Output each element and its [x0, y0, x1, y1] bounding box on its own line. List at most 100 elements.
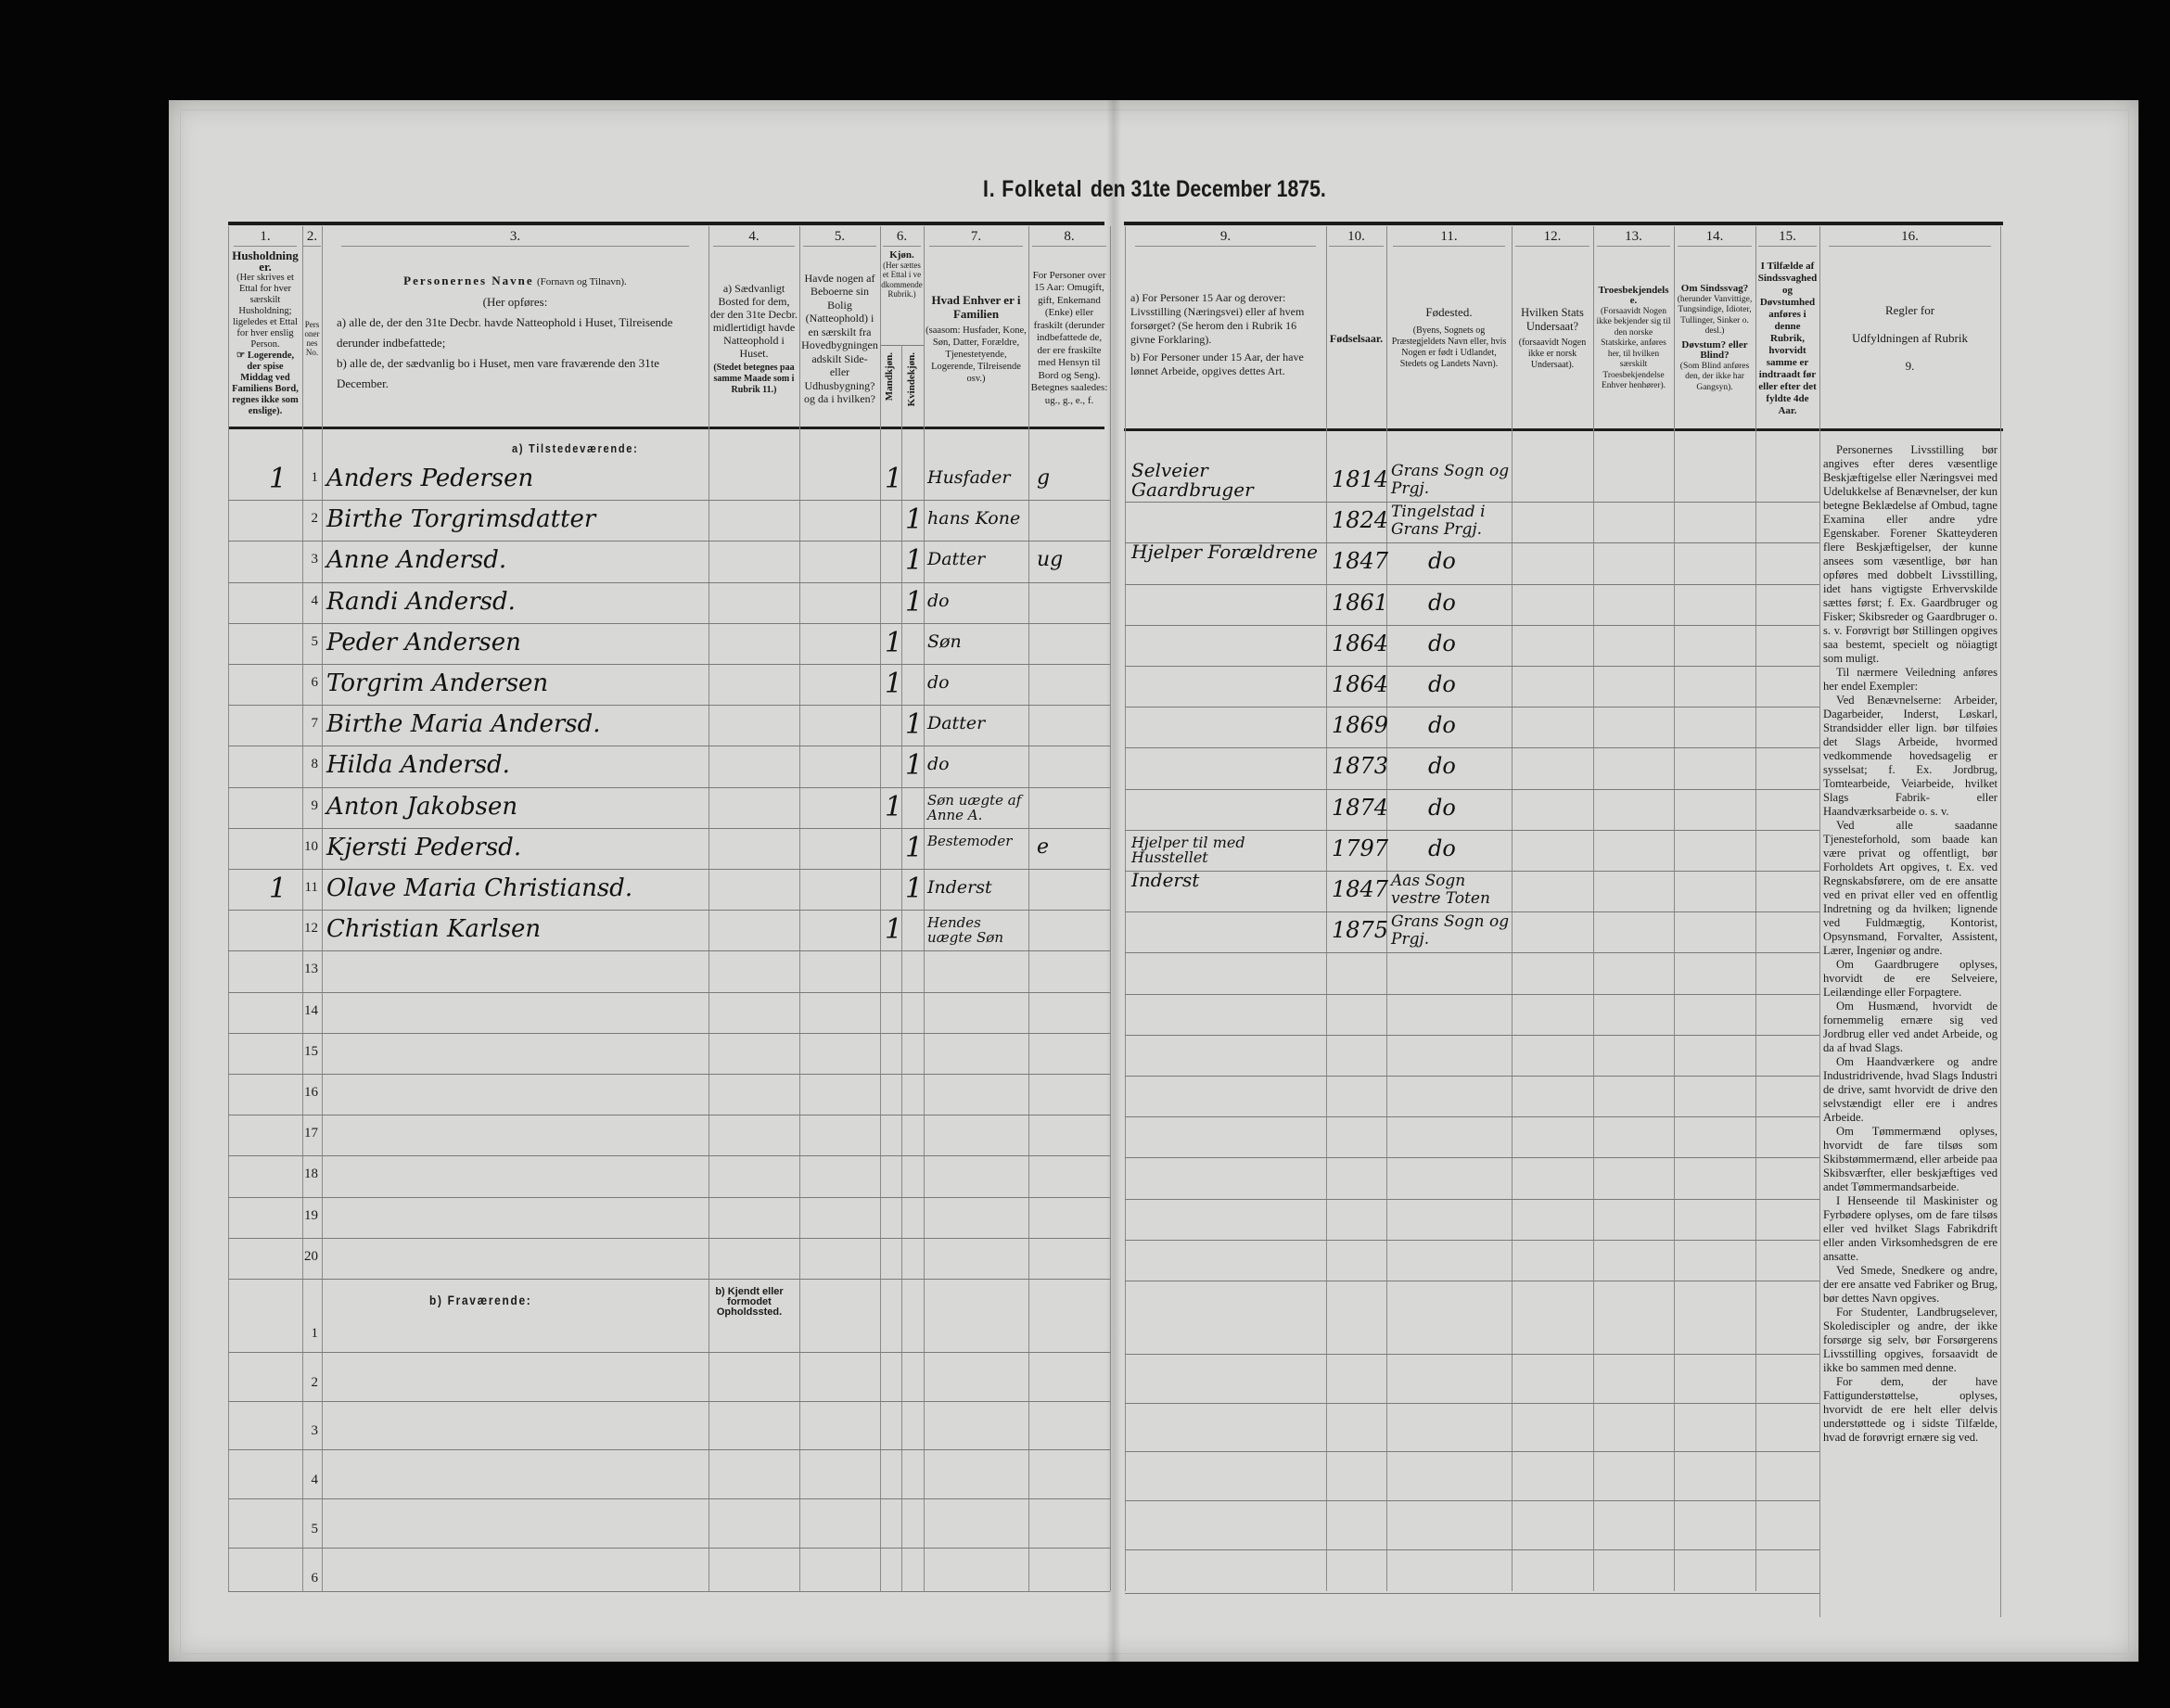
birthplace: do: [1428, 794, 1456, 821]
col2-text: Personernes No.: [304, 320, 320, 357]
present-section-label: a) Tilstedeværende:: [512, 441, 639, 455]
person-name: Christian Karlsen: [326, 915, 542, 944]
row-line: [1125, 952, 1819, 954]
row-line: [228, 705, 1110, 707]
family-role: do: [927, 672, 950, 693]
absent-person-number: 2: [311, 1374, 319, 1390]
header-col1: 1. Husholdninger. (Her skrives et Ettal …: [228, 226, 302, 427]
person-number: 16: [304, 1085, 318, 1100]
col-number: 12.: [1515, 226, 1589, 247]
row-line: [1125, 1116, 1819, 1118]
col9-item-a: a) For Personer 15 Aar og derover: Livss…: [1130, 291, 1305, 346]
row-line: [1125, 502, 1819, 503]
col14-title2: Døvstum? eller Blind?: [1681, 338, 1748, 361]
row-line: [228, 1074, 1110, 1075]
column-line: [880, 226, 881, 1591]
row-line: [228, 1449, 1110, 1451]
row-line: [228, 1591, 1110, 1592]
col8-text: For Personer over 15 Aar: Omugift, gift,…: [1030, 269, 1108, 406]
family-role: Inderst: [927, 877, 992, 898]
birthplace: do: [1428, 712, 1456, 739]
person-number: 18: [304, 1166, 318, 1182]
marital-status: ug: [1037, 548, 1064, 572]
col3-item-a: a) alle de, der den 31te Decbr. havde Na…: [337, 315, 673, 350]
male-mark: 1: [885, 790, 903, 823]
family-role: Søn: [927, 631, 962, 652]
column-line: [322, 226, 323, 1591]
row-line: [1125, 993, 1819, 995]
person-number: 11: [304, 880, 318, 895]
row-line: [228, 1032, 1110, 1034]
col1-title: Husholdninger.: [232, 249, 299, 274]
header-col7: 7. Hvad Enhver er i Familien (saasom: Hu…: [924, 226, 1028, 427]
col-number: 8.: [1032, 226, 1106, 247]
person-name: Hilda Andersd.: [326, 751, 510, 780]
rules-column: Personernes Livsstilling bør angives eft…: [1823, 443, 1998, 1445]
header-bottom-left: [228, 427, 1104, 429]
marital-status: e: [1037, 835, 1050, 859]
row-line: [1125, 666, 1819, 667]
birthplace: do: [1428, 589, 1456, 616]
birth-year: 1824: [1332, 507, 1389, 534]
row-line: [228, 827, 1110, 829]
household-mark: 1: [269, 873, 287, 905]
column-line: [1386, 226, 1387, 1591]
column-line: [1125, 226, 1126, 1591]
person-name: Birthe Torgrimsdatter: [326, 505, 596, 534]
col7-text: (saasom: Husfader, Kone, Søn, Datter, Fo…: [925, 325, 1027, 384]
row-line: [1125, 747, 1819, 749]
header-col9: 9. a) For Personer 15 Aar og derover: Li…: [1125, 226, 1326, 427]
birthplace: Aas Sogn vestre Toten: [1391, 872, 1490, 908]
occupation: Hjelper til med Husstellet: [1131, 833, 1245, 866]
header-col15: 15. I Tilfælde af Sindssvaghed og Døvstu…: [1755, 226, 1819, 427]
person-number: 12: [304, 921, 318, 937]
family-role: hans Kone: [927, 508, 1021, 529]
row-line: [228, 1279, 1110, 1280]
row-line: [1125, 829, 1819, 831]
female-mark: 1: [905, 585, 924, 618]
person-number: 4: [311, 593, 319, 608]
row-line: [1125, 1076, 1819, 1077]
row-line: [1125, 1198, 1819, 1200]
person-number: 6: [311, 675, 319, 690]
person-name: Peder Andersen: [326, 628, 521, 656]
female-mark: 1: [905, 708, 924, 742]
row-line: [1125, 788, 1819, 790]
family-role: Datter: [927, 549, 986, 570]
person-name: Randi Andersd.: [326, 587, 516, 616]
rule-paragraph: Ved Benævnelserne: Arbeider, Dagarbeider…: [1823, 694, 1998, 818]
person-name: Anders Pedersen: [326, 465, 534, 492]
rule-paragraph: Om Husmænd, hvorvidt de fornemmelig ernæ…: [1823, 1000, 1998, 1054]
header-col13: 13. Troesbekjendelse. (Forsaavidt Nogen …: [1593, 226, 1674, 427]
household-mark: 1: [269, 463, 287, 495]
family-role: do: [927, 590, 950, 611]
rule-paragraph: I Henseende til Maskinister og Fyrbødere…: [1823, 1194, 1998, 1263]
absent-section-label: b) Fraværende:: [429, 1293, 532, 1307]
occupation: Inderst: [1131, 869, 1200, 891]
header-rule-left: [228, 222, 1104, 225]
column-line: [1755, 226, 1756, 1591]
row-line: [228, 1548, 1110, 1549]
header-col2: 2. Personernes No.: [302, 226, 322, 427]
col15-text: I Tilfælde af Sindssvaghed og Døvstumhed…: [1757, 260, 1818, 416]
row-line: [228, 869, 1110, 870]
person-number: 19: [304, 1207, 318, 1223]
row-line: [1125, 624, 1819, 626]
header-col5: 5. Havde nogen af Beboerne sin Bolig (Na…: [799, 226, 880, 427]
row-line: [228, 664, 1110, 665]
col-number: 2.: [303, 226, 321, 247]
row-line: [1125, 1500, 1819, 1502]
row-line: [228, 1498, 1110, 1500]
absent-person-number: 4: [311, 1472, 319, 1488]
rule-paragraph: For dem, der have Fattigunderstøttelse, …: [1823, 1375, 1998, 1444]
birth-year: 1847: [1332, 548, 1389, 575]
column-line: [1110, 226, 1111, 1591]
col1-note: ☞ Logerende, der spise Middag ved Famili…: [232, 351, 299, 416]
birthplace: do: [1428, 753, 1456, 780]
family-role: Husfader: [927, 467, 1011, 488]
col-number: 10.: [1329, 226, 1384, 247]
family-role: Søn uægte af Anne A.: [927, 791, 1022, 823]
col-number: 16.: [1828, 226, 1992, 247]
rule-paragraph: Ved Smede, Snedkere og andre, der ere an…: [1823, 1264, 1998, 1305]
column-line: [1674, 226, 1675, 1591]
